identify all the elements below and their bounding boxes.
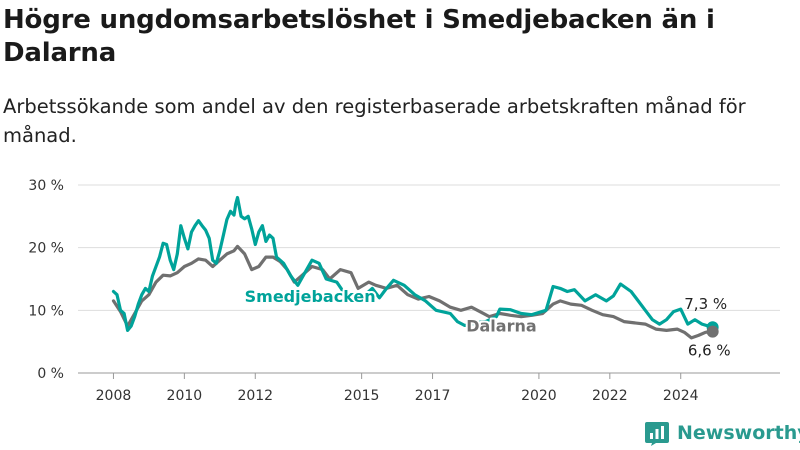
x-tick-label: 2024 bbox=[663, 388, 699, 404]
end-label-smedjebacken: 7,3 % bbox=[684, 295, 727, 313]
y-tick-label: 0 % bbox=[37, 366, 64, 382]
series-line-smedjebacken bbox=[111, 195, 715, 332]
x-tick-label: 2008 bbox=[96, 388, 132, 404]
brand-name: Newsworthy bbox=[677, 422, 800, 444]
y-tick-label: 10 % bbox=[28, 303, 64, 319]
x-tick-label: 2015 bbox=[344, 388, 380, 404]
grid-layer bbox=[78, 184, 780, 374]
end-point-dalarna bbox=[706, 325, 719, 338]
series-label-dalarna: Dalarna bbox=[466, 317, 536, 336]
brand-logo: Newsworthy bbox=[644, 419, 800, 447]
y-tick-label: 30 % bbox=[28, 178, 64, 194]
series-line-dalarna bbox=[111, 244, 715, 340]
x-tick-label: 2020 bbox=[521, 388, 557, 404]
end-label-dalarna: 6,6 % bbox=[688, 341, 731, 359]
x-tick-label: 2017 bbox=[415, 388, 451, 404]
x-tick-label: 2012 bbox=[237, 388, 273, 404]
x-tick-label: 2022 bbox=[592, 388, 628, 404]
chart-title: Högre ungdomsarbetslöshet i Smedjebacken… bbox=[3, 5, 715, 68]
label-layer: Smedjebacken Dalarna 7,3 % 6,6 % bbox=[243, 285, 731, 359]
newsworthy-logo-icon bbox=[645, 422, 669, 446]
y-tick-label: 20 % bbox=[28, 241, 64, 257]
x-tick-label: 2010 bbox=[167, 388, 203, 404]
chart-subtitle: Arbetssökande som andel av den registerb… bbox=[3, 95, 746, 147]
series-label-smedjebacken: Smedjebacken bbox=[245, 287, 376, 306]
series-layer bbox=[111, 195, 719, 340]
axis-layer: 0 % 10 % 20 % 30 % 2008 2010 2012 2015 2017 2020 2… bbox=[28, 178, 698, 404]
